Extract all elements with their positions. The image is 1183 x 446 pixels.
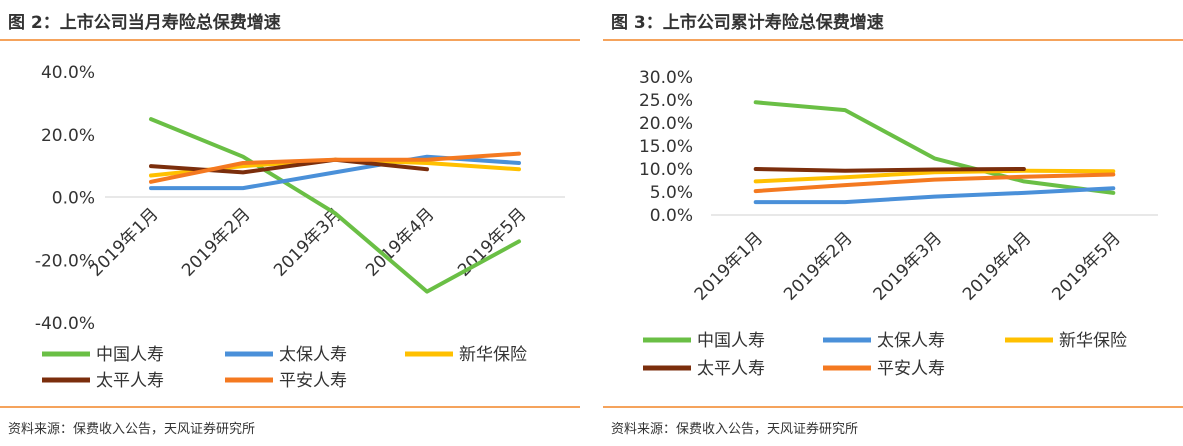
title-rule — [0, 39, 580, 41]
figure-2-panel: 图 2：上市公司当月寿险总保费增速 40.0% 20.0% 0.0% -20.0% -4… — [0, 0, 580, 446]
y-tick-label: 20.0% — [41, 126, 95, 146]
legend-label: 平安人寿 — [877, 359, 945, 379]
legend-label: 新华保险 — [1059, 331, 1127, 351]
y-tick-label: 25.0% — [639, 91, 693, 111]
series-line — [753, 100, 1116, 195]
title-rule — [603, 39, 1183, 41]
legend-label: 太保人寿 — [877, 331, 945, 351]
legend-entry: 平安人寿 — [823, 359, 945, 379]
figure-title: 图 3：上市公司累计寿险总保费增速 — [611, 13, 884, 33]
series-line — [753, 168, 1116, 184]
y-tick-label: 5.0% — [650, 183, 693, 203]
y-tick-label: 10.0% — [639, 160, 693, 180]
x-tick-label: 2019年3月 — [870, 228, 946, 304]
x-tick-label: 2019年2月 — [780, 228, 856, 304]
legend-label: 太保人寿 — [279, 345, 347, 365]
y-tick-label: 0.0% — [52, 189, 95, 209]
legend-entry: 新华保险 — [405, 345, 527, 365]
legend-entry: 太保人寿 — [225, 345, 347, 365]
series-line — [149, 157, 429, 175]
figure-3-panel: 图 3：上市公司累计寿险总保费增速 30.0% 25.0% 20.0% 15.0% 10… — [603, 0, 1183, 446]
y-tick-label: 15.0% — [639, 137, 693, 157]
x-tick-label: 2019年1月 — [86, 204, 162, 280]
x-tick-label: 2019年4月 — [959, 228, 1035, 304]
legend-label: 太平人寿 — [96, 371, 164, 391]
series-line — [149, 151, 521, 184]
source-note: 资料来源：保费收入公告，天风证券研究所 — [8, 422, 256, 437]
series-line — [753, 186, 1116, 205]
legend-label: 中国人寿 — [697, 331, 765, 351]
x-tick-label: 2019年2月 — [178, 204, 254, 280]
y-tick-label: 40.0% — [41, 63, 95, 83]
y-tick-label: 30.0% — [639, 68, 693, 88]
x-tick-label: 2019年1月 — [691, 228, 767, 304]
legend-label: 中国人寿 — [96, 345, 164, 365]
cumulative-growth-chart: 30.0% 25.0% 20.0% 15.0% 10.0% 5.0% 0.0%2019年1月… — [639, 68, 1158, 379]
series-line — [149, 117, 521, 294]
legend-entry: 中国人寿 — [643, 331, 765, 351]
source-rule — [0, 406, 580, 408]
y-tick-label: -40.0% — [35, 314, 95, 334]
legend-label: 新华保险 — [459, 345, 527, 365]
monthly-growth-chart: 40.0% 20.0% 0.0% -20.0% -40.0% 2019年1月 2019年2月… — [35, 63, 565, 391]
y-tick-label: 0.0% — [650, 206, 693, 226]
legend-entry: 太保人寿 — [823, 331, 945, 351]
legend-entry: 新华保险 — [1005, 331, 1127, 351]
source-note: 资料来源：保费收入公告，天风证券研究所 — [611, 422, 859, 437]
legend-entry: 太平人寿 — [42, 371, 164, 391]
legend-label: 平安人寿 — [279, 371, 347, 391]
y-tick-label: -20.0% — [35, 251, 95, 271]
y-tick-label: 20.0% — [639, 114, 693, 134]
legend-label: 太平人寿 — [697, 359, 765, 379]
legend-entry: 平安人寿 — [225, 371, 347, 391]
legend-entry: 中国人寿 — [42, 345, 164, 365]
figure-title: 图 2：上市公司当月寿险总保费增速 — [8, 13, 281, 33]
legend-entry: 太平人寿 — [643, 359, 765, 379]
series-line — [753, 172, 1116, 194]
source-rule — [603, 406, 1183, 408]
x-tick-label: 2019年5月 — [1048, 228, 1124, 304]
series-line — [753, 167, 1026, 173]
